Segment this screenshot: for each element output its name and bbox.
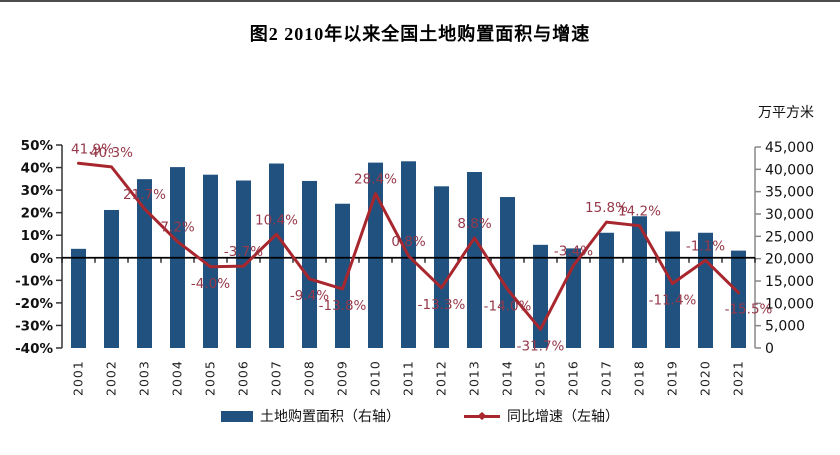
growth-data-label: -13.3% [418,297,466,313]
left-axis-tick-label: -40% [15,341,53,357]
growth-data-label: 7.2% [160,220,194,236]
bar-2014 [500,197,515,348]
growth-data-label: 15.8% [585,200,628,216]
left-axis-tick-label: 0% [30,251,53,267]
x-axis-year-label: 2018 [632,360,647,396]
right-axis-tick-label: 15,000 [765,274,814,290]
bar-2008 [302,180,317,348]
bar-2001 [71,248,86,348]
growth-data-label: 40.3% [90,145,133,161]
legend-line-label: 同比增速（左轴） [507,409,619,425]
bar-2018 [632,216,647,348]
bar-2003 [137,179,152,348]
growth-data-label: -9.4% [290,288,329,304]
x-axis-year-label: 2007 [269,360,284,396]
growth-data-label: 28.4% [354,172,397,188]
left-axis-tick-label: -20% [15,296,53,312]
x-axis-year-label: 2010 [368,360,383,396]
left-axis-tick-label: 40% [21,161,54,177]
right-axis-tick-label: 20,000 [765,252,814,268]
left-axis-tick-label: 50% [21,138,54,154]
chart-legend: 土地购置面积（右轴） 同比增速（左轴） [0,406,840,426]
right-axis-unit-label: 万平方米 [758,105,814,121]
growth-data-label: 21.7% [123,187,166,203]
x-axis-year-label: 2019 [665,360,680,396]
legend-item-bar: 土地购置面积（右轴） [221,406,400,426]
line-series-swatch-icon [464,411,500,422]
x-axis-year-label: 2013 [467,360,482,396]
left-axis-tick-label: -10% [15,273,53,289]
growth-data-label: -3.7% [224,244,263,260]
left-axis-tick-label: 20% [21,206,54,222]
bar-2015 [533,244,548,348]
bar-2021 [731,250,746,348]
x-axis-year-label: 2012 [434,360,449,396]
bar-series-swatch-icon [221,410,253,422]
bars-group [71,161,746,348]
right-axis-tick-label: 0 [765,341,774,357]
bar-2005 [203,174,218,348]
x-axis-year-label: 2014 [500,360,515,396]
growth-line [77,161,740,331]
left-axis-tick-label: 30% [21,183,54,199]
right-axis-tick-label: 40,000 [765,162,814,178]
growth-data-label: 41.9% [71,141,114,157]
bar-2012 [434,186,449,348]
bar-2013 [467,172,482,348]
growth-data-label: 8.8% [457,216,491,232]
x-axis-year-label: 2006 [236,360,251,396]
x-axis-year-label: 2020 [698,360,713,396]
bar-2002 [104,209,119,348]
growth-data-label: 10.4% [255,212,298,228]
chart-title: 图2 2010年以来全国土地购置面积与增速 [249,24,591,44]
bar-2007 [269,163,284,348]
x-axis-year-label: 2001 [71,360,86,396]
growth-data-label: -1.1% [686,238,725,254]
left-axis-tick-label: -30% [15,318,53,334]
left-axis-tick-label: 10% [21,228,54,244]
bar-2019 [665,231,680,348]
right-axis-tick-label: 5,000 [765,319,805,335]
growth-data-label: -4.0% [191,276,230,292]
bar-2017 [599,232,614,348]
right-axis-tick-label: 35,000 [765,185,814,201]
growth-data-label: -11.4% [649,292,697,308]
x-axis-year-label: 2017 [599,360,614,396]
growth-data-label: 14.2% [618,204,661,220]
x-axis-year-label: 2008 [302,360,317,396]
x-axis-year-label: 2002 [104,360,119,396]
growth-data-label: 0.8% [391,234,425,250]
legend-item-line: 同比增速（左轴） [464,406,619,426]
x-axis-year-label: 2003 [137,360,152,396]
growth-data-label: -31.7% [517,338,565,354]
x-axis-year-label: 2005 [203,360,218,396]
right-axis-tick-label: 25,000 [765,229,814,245]
growth-data-label: -15.5% [725,302,773,318]
bar-2010 [368,162,383,348]
growth-data-label: -14.0% [484,298,532,314]
x-axis-year-label: 2021 [731,360,746,396]
legend-bar-label: 土地购置面积（右轴） [260,409,400,425]
right-axis-tick-label: 45,000 [765,140,814,156]
bar-2009 [335,203,350,348]
growth-data-label: -3.4% [554,243,593,259]
x-axis-year-label: 2004 [170,360,185,396]
x-axis-year-label: 2016 [566,360,581,396]
growth-data-label: -13.8% [319,298,367,314]
right-axis-tick-label: 10,000 [765,296,814,312]
x-axis-year-label: 2011 [401,360,416,396]
x-axis-year-label: 2009 [335,360,350,396]
x-axis-year-label: 2015 [533,360,548,396]
right-axis-tick-label: 30,000 [765,207,814,223]
